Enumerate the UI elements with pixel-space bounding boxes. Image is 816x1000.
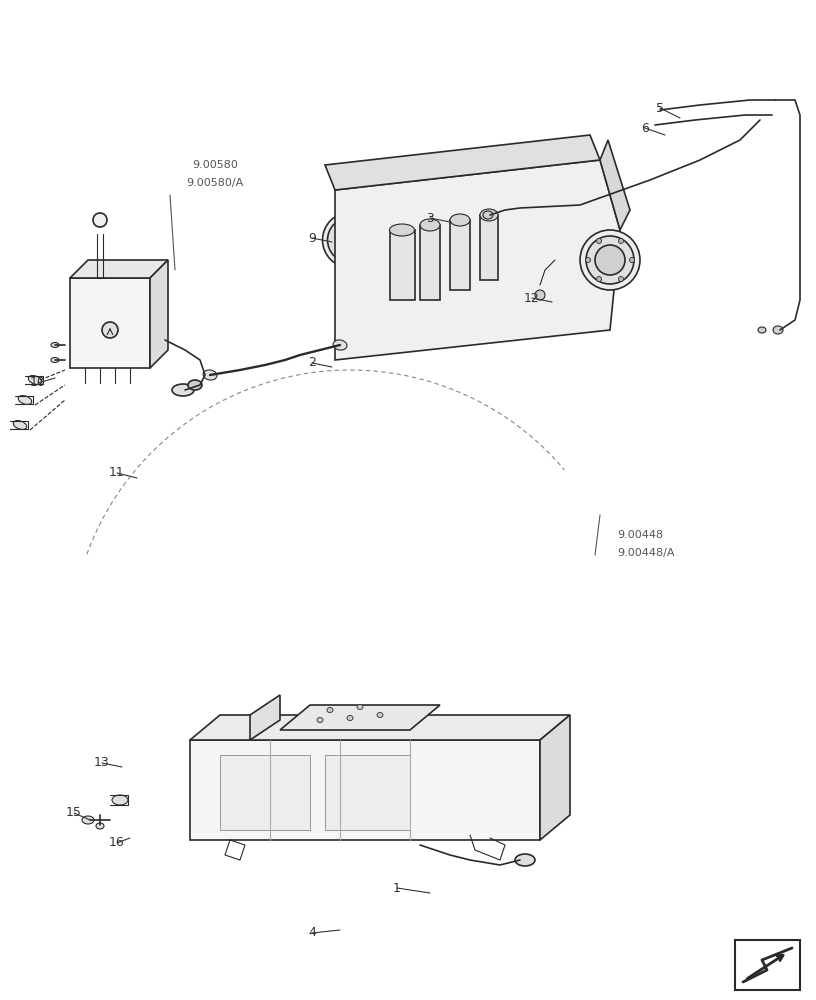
Ellipse shape	[586, 236, 634, 284]
Ellipse shape	[29, 376, 42, 384]
Ellipse shape	[188, 380, 202, 390]
Text: 2: 2	[308, 357, 316, 369]
Text: 9.00580/A: 9.00580/A	[186, 178, 244, 188]
Ellipse shape	[483, 211, 493, 219]
Polygon shape	[150, 260, 168, 368]
Polygon shape	[70, 260, 168, 278]
Polygon shape	[335, 160, 620, 360]
Ellipse shape	[773, 326, 783, 334]
Polygon shape	[70, 278, 150, 368]
Ellipse shape	[420, 219, 440, 231]
Ellipse shape	[596, 277, 601, 282]
Ellipse shape	[586, 257, 591, 262]
Text: 3: 3	[426, 212, 434, 225]
Ellipse shape	[758, 327, 766, 333]
Polygon shape	[450, 220, 470, 290]
Ellipse shape	[595, 245, 625, 275]
Text: 15: 15	[66, 806, 82, 820]
Ellipse shape	[619, 238, 623, 243]
Ellipse shape	[327, 708, 333, 712]
Text: 1: 1	[393, 882, 401, 894]
Ellipse shape	[102, 322, 118, 338]
Ellipse shape	[619, 277, 623, 282]
Ellipse shape	[347, 716, 353, 720]
Text: 12: 12	[524, 292, 540, 304]
Ellipse shape	[480, 209, 498, 221]
Ellipse shape	[357, 704, 363, 710]
Text: 10: 10	[30, 376, 46, 389]
Ellipse shape	[96, 823, 104, 829]
Ellipse shape	[13, 421, 27, 429]
Text: 16: 16	[109, 836, 125, 850]
Ellipse shape	[93, 213, 107, 227]
Ellipse shape	[51, 342, 59, 348]
Polygon shape	[325, 755, 410, 830]
Ellipse shape	[317, 718, 323, 722]
Ellipse shape	[333, 340, 347, 350]
Polygon shape	[190, 715, 570, 740]
Polygon shape	[540, 715, 570, 840]
Ellipse shape	[203, 370, 217, 380]
Text: 13: 13	[94, 756, 110, 770]
Polygon shape	[280, 705, 440, 730]
Ellipse shape	[112, 795, 128, 805]
Ellipse shape	[515, 854, 535, 866]
Polygon shape	[600, 140, 630, 230]
Text: 6: 6	[641, 121, 649, 134]
Ellipse shape	[535, 290, 545, 300]
Polygon shape	[480, 215, 498, 280]
Text: 9.00448: 9.00448	[617, 530, 663, 540]
Polygon shape	[190, 740, 540, 840]
Ellipse shape	[18, 396, 32, 404]
Polygon shape	[390, 230, 415, 300]
Polygon shape	[325, 135, 600, 190]
Ellipse shape	[629, 257, 635, 262]
Polygon shape	[220, 755, 310, 830]
Text: 9.00448/A: 9.00448/A	[617, 548, 675, 558]
Ellipse shape	[389, 224, 415, 236]
Text: 9.00580: 9.00580	[192, 160, 238, 170]
Ellipse shape	[450, 214, 470, 226]
Ellipse shape	[172, 384, 194, 396]
Ellipse shape	[322, 213, 378, 267]
Text: 4: 4	[308, 926, 316, 940]
Ellipse shape	[82, 816, 94, 824]
Text: 9: 9	[308, 232, 316, 244]
Ellipse shape	[596, 238, 601, 243]
Text: 11: 11	[109, 466, 125, 480]
Text: 5: 5	[656, 102, 664, 114]
Polygon shape	[250, 695, 280, 740]
Ellipse shape	[580, 230, 640, 290]
Ellipse shape	[327, 218, 372, 262]
Polygon shape	[420, 225, 440, 300]
Ellipse shape	[51, 358, 59, 362]
Ellipse shape	[377, 712, 383, 718]
Bar	[735, 940, 800, 990]
